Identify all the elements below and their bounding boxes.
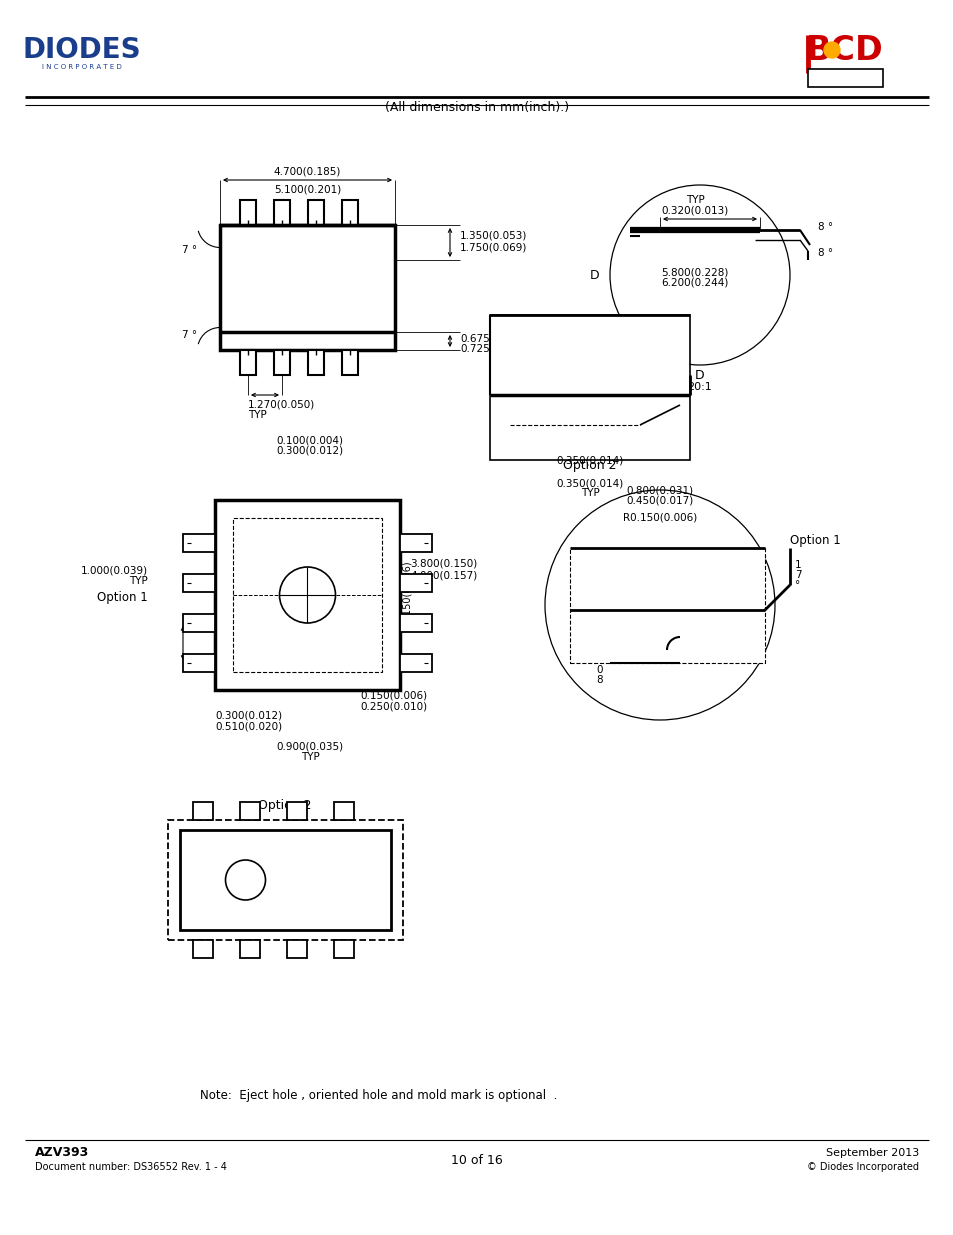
Bar bbox=[308, 350, 324, 375]
Text: 0.510(0.020): 0.510(0.020) bbox=[214, 721, 282, 731]
Text: I N C O R P O R A T E D: I N C O R P O R A T E D bbox=[42, 64, 122, 70]
Text: 8 °: 8 ° bbox=[817, 248, 832, 258]
Bar bbox=[569, 548, 764, 663]
Text: September 2013: September 2013 bbox=[825, 1149, 918, 1158]
Text: 0.300(0.012): 0.300(0.012) bbox=[276, 445, 343, 454]
Text: 0.350(0.014): 0.350(0.014) bbox=[556, 478, 623, 488]
Text: TYP: TYP bbox=[685, 195, 703, 205]
Text: TYP: TYP bbox=[129, 576, 148, 585]
Text: 0.900(0.035): 0.900(0.035) bbox=[276, 741, 343, 751]
Text: 0.725(0.029): 0.725(0.029) bbox=[459, 343, 527, 353]
Text: 0.150(0.006): 0.150(0.006) bbox=[359, 690, 427, 700]
Bar bbox=[183, 655, 214, 672]
Text: TYP: TYP bbox=[300, 752, 319, 762]
Text: 1.750(0.069): 1.750(0.069) bbox=[459, 242, 527, 252]
Text: 5.100(0.201): 5.100(0.201) bbox=[274, 184, 341, 194]
Text: 0: 0 bbox=[597, 664, 602, 676]
Text: AZV393: AZV393 bbox=[35, 1146, 90, 1160]
Text: 10 of 16: 10 of 16 bbox=[451, 1153, 502, 1167]
Bar bbox=[334, 802, 354, 820]
Bar bbox=[399, 534, 432, 552]
Text: 8 °: 8 ° bbox=[817, 222, 832, 232]
Text: 0.300(0.012): 0.300(0.012) bbox=[214, 710, 282, 720]
Text: 0.675(0.027): 0.675(0.027) bbox=[459, 333, 527, 343]
Text: 0.450(0.017): 0.450(0.017) bbox=[626, 495, 693, 505]
Text: 7 °: 7 ° bbox=[182, 245, 196, 254]
Bar bbox=[399, 655, 432, 672]
Text: 7: 7 bbox=[794, 571, 801, 580]
Text: R0.150(0.006): R0.150(0.006) bbox=[401, 561, 412, 630]
Text: BCD: BCD bbox=[805, 33, 882, 67]
Text: 0.250(0.010): 0.250(0.010) bbox=[359, 701, 427, 711]
Text: (All dimensions in mm(inch).): (All dimensions in mm(inch).) bbox=[384, 101, 569, 114]
Text: 0.320(0.013): 0.320(0.013) bbox=[660, 205, 728, 215]
Bar bbox=[193, 940, 213, 958]
Text: 8: 8 bbox=[596, 676, 602, 685]
Text: TYP: TYP bbox=[248, 410, 267, 420]
Bar bbox=[399, 574, 432, 592]
Text: 6.200(0.244): 6.200(0.244) bbox=[660, 277, 728, 287]
Text: 4.000(0.157): 4.000(0.157) bbox=[410, 571, 476, 580]
Text: 3.800(0.150): 3.800(0.150) bbox=[410, 558, 476, 568]
Text: Option 2: Option 2 bbox=[562, 458, 616, 472]
Text: 1.350(0.053): 1.350(0.053) bbox=[459, 230, 527, 240]
Bar bbox=[193, 802, 213, 820]
Bar bbox=[341, 200, 357, 225]
Text: Option 1: Option 1 bbox=[789, 534, 840, 547]
Bar bbox=[490, 315, 689, 459]
Bar bbox=[214, 500, 399, 690]
Bar bbox=[308, 200, 324, 225]
Text: °: ° bbox=[794, 580, 800, 590]
Text: 20:1: 20:1 bbox=[687, 382, 712, 391]
Text: D: D bbox=[695, 368, 704, 382]
Text: TYP: TYP bbox=[580, 488, 598, 498]
Bar bbox=[233, 517, 381, 672]
Text: Note:  Eject hole , oriented hole and mold mark is optional  .: Note: Eject hole , oriented hole and mol… bbox=[200, 1088, 557, 1102]
Bar bbox=[180, 830, 391, 930]
Bar bbox=[287, 940, 307, 958]
Bar bbox=[287, 802, 307, 820]
Bar bbox=[334, 940, 354, 958]
Text: © Diodes Incorporated: © Diodes Incorporated bbox=[806, 1162, 918, 1172]
Text: R0.150(0.006): R0.150(0.006) bbox=[622, 513, 697, 522]
Text: 1.270(0.050): 1.270(0.050) bbox=[248, 399, 314, 409]
Bar bbox=[183, 534, 214, 552]
Bar bbox=[399, 614, 432, 632]
Text: 1: 1 bbox=[794, 559, 801, 571]
Bar bbox=[240, 200, 255, 225]
Bar bbox=[168, 820, 402, 940]
Text: 0.100(0.004): 0.100(0.004) bbox=[276, 435, 343, 445]
Text: D: D bbox=[590, 268, 599, 282]
Text: 1.000(0.039): 1.000(0.039) bbox=[81, 564, 148, 576]
Text: 4.700(0.185): 4.700(0.185) bbox=[274, 165, 341, 177]
Bar bbox=[341, 350, 357, 375]
Circle shape bbox=[823, 42, 840, 58]
Bar bbox=[183, 574, 214, 592]
Text: 0.350(0.014): 0.350(0.014) bbox=[556, 454, 623, 466]
Bar bbox=[240, 940, 260, 958]
Bar bbox=[274, 200, 290, 225]
Text: DIODES: DIODES bbox=[23, 36, 141, 64]
Text: Document number: DS36552 Rev. 1 - 4: Document number: DS36552 Rev. 1 - 4 bbox=[35, 1162, 227, 1172]
Circle shape bbox=[279, 567, 335, 622]
Bar bbox=[807, 69, 882, 86]
Text: Option 1: Option 1 bbox=[97, 590, 148, 604]
Text: 5.800(0.228): 5.800(0.228) bbox=[660, 267, 728, 277]
Bar bbox=[274, 350, 290, 375]
Text: 7 °: 7 ° bbox=[182, 330, 196, 340]
Bar bbox=[183, 614, 214, 632]
Bar bbox=[220, 225, 395, 350]
Bar bbox=[240, 350, 255, 375]
Text: Option 2: Option 2 bbox=[258, 799, 312, 811]
Text: 0.800(0.031): 0.800(0.031) bbox=[626, 485, 693, 495]
Bar bbox=[240, 802, 260, 820]
Circle shape bbox=[225, 860, 265, 900]
